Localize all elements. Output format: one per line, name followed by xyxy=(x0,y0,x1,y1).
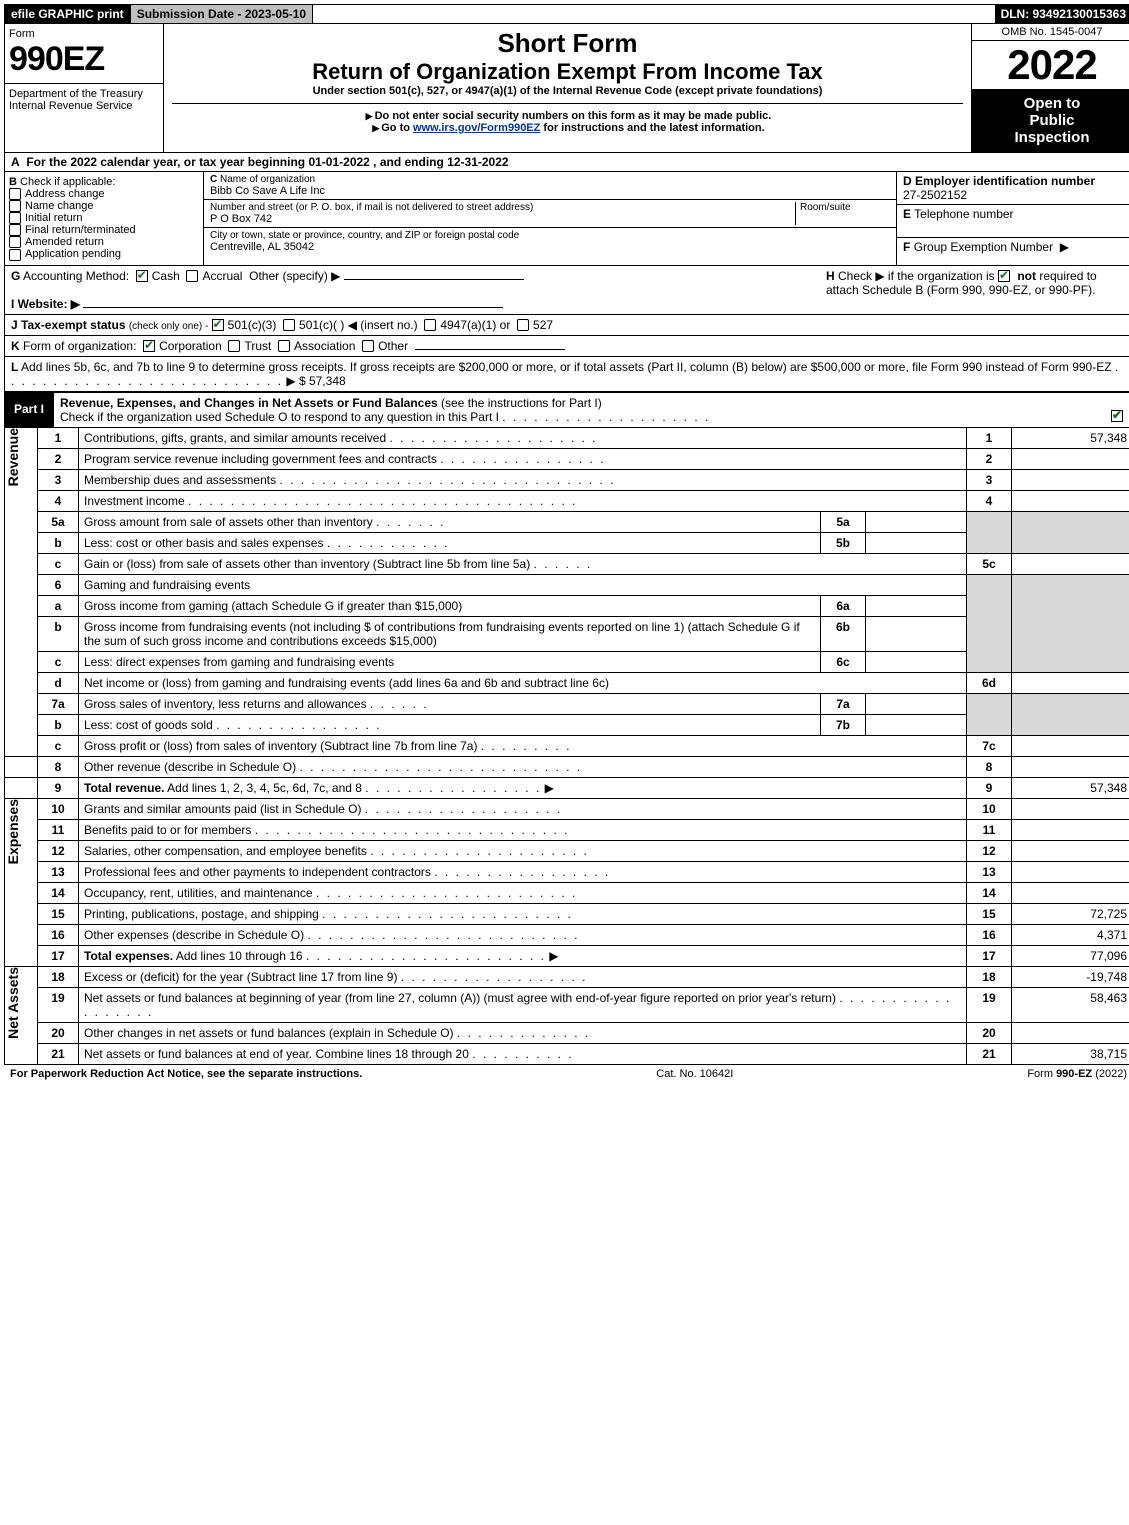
form-number: 990EZ xyxy=(9,40,159,79)
gross-receipts: $ 57,348 xyxy=(299,374,346,388)
chk-final[interactable] xyxy=(9,224,21,236)
col-b: B Check if applicable: Address change Na… xyxy=(5,172,204,265)
ssn-warning: Do not enter social security numbers on … xyxy=(172,110,963,122)
chk-trust[interactable] xyxy=(228,340,240,352)
row-k: K Form of organization: Corporation Trus… xyxy=(4,336,1129,357)
goto-line: Go to www.irs.gov/Form990EZ for instruct… xyxy=(172,122,963,134)
chk-corp[interactable] xyxy=(143,340,155,352)
chk-4947[interactable] xyxy=(424,319,436,331)
line1-amt: 57,348 xyxy=(1012,427,1129,448)
line21-amt: 38,715 xyxy=(1012,1043,1129,1064)
expenses-label: Expenses xyxy=(5,799,21,864)
efile-print[interactable]: efile GRAPHIC print xyxy=(5,5,131,23)
row-l: L Add lines 5b, 6c, and 7b to line 9 to … xyxy=(4,357,1129,392)
ein: 27-2502152 xyxy=(903,188,967,202)
revenue-label: Revenue xyxy=(5,428,21,486)
part1-table: Revenue 1Contributions, gifts, grants, a… xyxy=(4,427,1129,1065)
col-c: C Name of organization Bibb Co Save A Li… xyxy=(204,172,896,265)
form-ref: Form 990-EZ (2022) xyxy=(1027,1068,1127,1080)
short-form-title: Short Form xyxy=(172,28,963,59)
netassets-label: Net Assets xyxy=(5,967,21,1039)
row-gh: G Accounting Method: Cash Accrual Other … xyxy=(4,266,1129,315)
chk-address[interactable] xyxy=(9,188,21,200)
chk-assoc[interactable] xyxy=(278,340,290,352)
omb-no: OMB No. 1545-0047 xyxy=(972,24,1129,41)
tax-year: 2022 xyxy=(972,41,1129,89)
line17-amt: 77,096 xyxy=(1012,945,1129,966)
chk-501c[interactable] xyxy=(283,319,295,331)
dept-treasury: Department of the Treasury xyxy=(9,88,159,100)
col-d: D Employer identification number27-25021… xyxy=(896,172,1129,265)
line18-amt: -19,748 xyxy=(1012,966,1129,987)
irs-label: Internal Revenue Service xyxy=(9,100,159,112)
chk-cash[interactable] xyxy=(136,270,148,282)
chk-amended[interactable] xyxy=(9,236,21,248)
footer: For Paperwork Reduction Act Notice, see … xyxy=(4,1065,1129,1083)
row-a: A For the 2022 calendar year, or tax yea… xyxy=(4,153,1129,172)
submission-date: Submission Date - 2023-05-10 xyxy=(131,5,313,23)
pra-notice: For Paperwork Reduction Act Notice, see … xyxy=(10,1068,362,1080)
form-word: Form xyxy=(9,28,159,40)
line9-amt: 57,348 xyxy=(1012,777,1129,798)
irs-link[interactable]: www.irs.gov/Form990EZ xyxy=(413,122,540,134)
org-street: P O Box 742 xyxy=(210,213,795,225)
chk-501c3[interactable] xyxy=(212,319,224,331)
chk-527[interactable] xyxy=(517,319,529,331)
bcdef-grid: B Check if applicable: Address change Na… xyxy=(4,172,1129,266)
subtitle: Under section 501(c), 527, or 4947(a)(1)… xyxy=(172,85,963,97)
line15-amt: 72,725 xyxy=(1012,903,1129,924)
dln: DLN: 93492130015363 xyxy=(995,5,1129,23)
chk-pending[interactable] xyxy=(9,249,21,261)
org-name: Bibb Co Save A Life Inc xyxy=(210,185,890,197)
chk-part1-schedo[interactable] xyxy=(1111,410,1123,422)
chk-schedule-b[interactable] xyxy=(998,270,1010,282)
part1-header: Part I Revenue, Expenses, and Changes in… xyxy=(4,392,1129,427)
chk-other-org[interactable] xyxy=(362,340,374,352)
cat-no: Cat. No. 10642I xyxy=(656,1068,733,1080)
line19-amt: 58,463 xyxy=(1012,987,1129,1022)
main-title: Return of Organization Exempt From Incom… xyxy=(172,59,963,85)
open-public-box: Open toPublicInspection xyxy=(972,89,1129,152)
top-bar: efile GRAPHIC print Submission Date - 20… xyxy=(4,4,1129,24)
form-header: Form 990EZ Department of the Treasury In… xyxy=(4,24,1129,153)
chk-initial[interactable] xyxy=(9,212,21,224)
chk-name[interactable] xyxy=(9,200,21,212)
org-city: Centreville, AL 35042 xyxy=(210,241,890,253)
row-j: J Tax-exempt status (check only one) - 5… xyxy=(4,315,1129,336)
chk-accrual[interactable] xyxy=(186,270,198,282)
line16-amt: 4,371 xyxy=(1012,924,1129,945)
header-right: OMB No. 1545-0047 2022 Open toPublicInsp… xyxy=(972,24,1129,152)
